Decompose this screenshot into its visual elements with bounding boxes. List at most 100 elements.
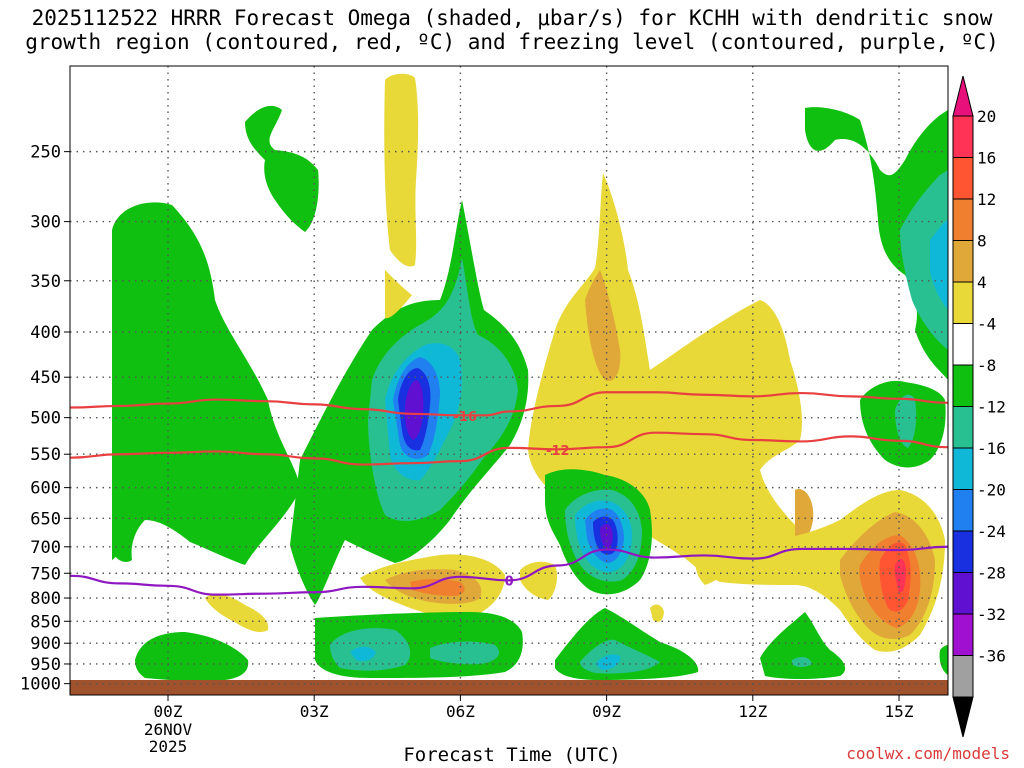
- y-axis: 2503003504004505005506006507007508008509…: [20, 143, 70, 695]
- y-tick-label: 350: [30, 272, 61, 292]
- omega-region-teal-right-top: [900, 170, 948, 350]
- omega-shading: [112, 73, 948, 681]
- colorbar-label: 16: [977, 149, 996, 168]
- omega-region-yellow-08z: [520, 561, 558, 600]
- ground-surface: [70, 680, 948, 695]
- colorbar-label: -16: [977, 439, 1006, 458]
- omega-region-green-top: [245, 105, 319, 232]
- colorbar-bottom-arrow: [952, 696, 974, 738]
- colorbar-segment: [952, 572, 974, 615]
- colorbar-segment: [952, 115, 974, 158]
- colorbar-segment: [952, 489, 974, 532]
- y-tick-label: 800: [30, 589, 61, 609]
- contour-label: -16: [454, 410, 478, 425]
- colorbar-segment: [952, 530, 974, 573]
- y-tick-label: 650: [30, 509, 61, 529]
- y-tick-label: 1000: [20, 675, 61, 695]
- omega-region-yellow-top: [384, 73, 419, 267]
- credit-link[interactable]: coolwx.com/models: [846, 744, 1010, 763]
- colorbar-label: 12: [977, 190, 996, 209]
- omega-region-cyan-low-09z: [595, 654, 621, 670]
- x-tick-label: 15Z: [885, 702, 914, 721]
- omega-region-yellow-12z: [694, 548, 729, 585]
- omega-region-green-left: [112, 202, 300, 565]
- omega-region-pink-right: [894, 558, 906, 593]
- x-axis-title: Forecast Time (UTC): [403, 744, 621, 766]
- y-tick-label: 400: [30, 323, 61, 343]
- contour-line-neg12: [70, 431, 948, 466]
- colorbar-segment: [952, 364, 974, 407]
- colorbar-label: -24: [977, 522, 1006, 541]
- contour-label: 0: [505, 574, 514, 589]
- colorbar-label: 20: [977, 107, 996, 126]
- x-tick-sublabel: 26NOV: [144, 720, 193, 739]
- chart-title-line-2: growth region (contoured, red, ºC) and f…: [25, 30, 999, 54]
- colorbar-segment: [952, 406, 974, 449]
- omega-region-orange-mid: [585, 270, 621, 381]
- grid-lines: [70, 66, 948, 695]
- omega-region-orange-mid2: [795, 489, 814, 540]
- omega-region-green-low-left: [135, 632, 249, 681]
- colorbar-segment: [952, 655, 974, 698]
- y-tick-label: 600: [30, 479, 61, 499]
- y-tick-label: 250: [30, 143, 61, 163]
- y-tick-label: 700: [30, 538, 61, 558]
- colorbar-label: -28: [977, 564, 1006, 583]
- omega-region-red-right: [879, 542, 911, 612]
- contour-label: -12: [546, 444, 570, 459]
- colorbar-label: 4: [977, 273, 987, 292]
- y-tick-label: 300: [30, 213, 61, 233]
- omega-region-teal-low-right: [792, 656, 812, 667]
- colorbar-label: -32: [977, 605, 1006, 624]
- colorbar-segment: [952, 198, 974, 241]
- omega-region-teal-right-mid: [895, 394, 917, 448]
- contour-line-0: [70, 545, 948, 596]
- y-tick-label: 500: [30, 409, 61, 429]
- y-tick-label: 950: [30, 655, 61, 675]
- colorbar-segment: [952, 323, 974, 366]
- colorbar-label: -12: [977, 398, 1006, 417]
- colorbar-segment: [952, 240, 974, 283]
- colorbar-segment: [952, 613, 974, 656]
- x-tick-label: 06Z: [446, 702, 475, 721]
- x-tick-label: 00Z: [154, 702, 183, 721]
- y-tick-label: 750: [30, 564, 61, 584]
- contour-line-neg16: [70, 391, 948, 417]
- colorbar-segment: [952, 447, 974, 490]
- y-tick-label: 550: [30, 445, 61, 465]
- omega-region-cyan-low-center: [350, 646, 376, 662]
- x-tick-label: 09Z: [592, 702, 621, 721]
- colorbar-label: -20: [977, 481, 1006, 500]
- colorbar-top-arrow: [952, 75, 974, 117]
- omega-region-yellow-left-small: [205, 594, 269, 633]
- omega-region-yellow-top2: [385, 270, 412, 319]
- colorbar-label: 8: [977, 232, 987, 251]
- colorbar-segment: [952, 157, 974, 200]
- colorbar-label: -8: [977, 356, 996, 375]
- omega-region-green-low-right: [760, 612, 846, 679]
- contour-lines: -16 -12 0: [70, 391, 948, 596]
- omega-region-teal-low-center2: [430, 641, 500, 665]
- y-tick-label: 450: [30, 368, 61, 388]
- y-tick-label: 850: [30, 612, 61, 632]
- colorbar-label: -36: [977, 647, 1006, 666]
- y-tick-label: 900: [30, 634, 61, 654]
- colorbar: 20 16 12 8 4 -4 -8 -12 -16 -20 -24 -28 -32 -36: [952, 75, 1006, 738]
- omega-region-green-right-top: [805, 107, 948, 381]
- chart-title-line-1: 2025112522 HRRR Forecast Omega (shaded, …: [31, 6, 993, 30]
- colorbar-segment: [952, 281, 974, 324]
- x-tick-sublabel: 2025: [149, 737, 188, 756]
- omega-region-purple-center: [405, 380, 424, 440]
- omega-region-purple-09z: [600, 524, 613, 549]
- omega-region-yellow-10z: [650, 604, 664, 622]
- omega-region-orange2-06z-low: [410, 579, 465, 596]
- colorbar-label: -4: [977, 315, 996, 334]
- x-tick-label: 03Z: [300, 702, 329, 721]
- plot-frame: [69, 65, 949, 696]
- x-tick-label: 12Z: [738, 702, 767, 721]
- omega-region-green-left-b: [112, 470, 129, 560]
- omega-region-green-low-edge: [939, 645, 948, 675]
- omega-region-cyan-right-top: [930, 220, 948, 310]
